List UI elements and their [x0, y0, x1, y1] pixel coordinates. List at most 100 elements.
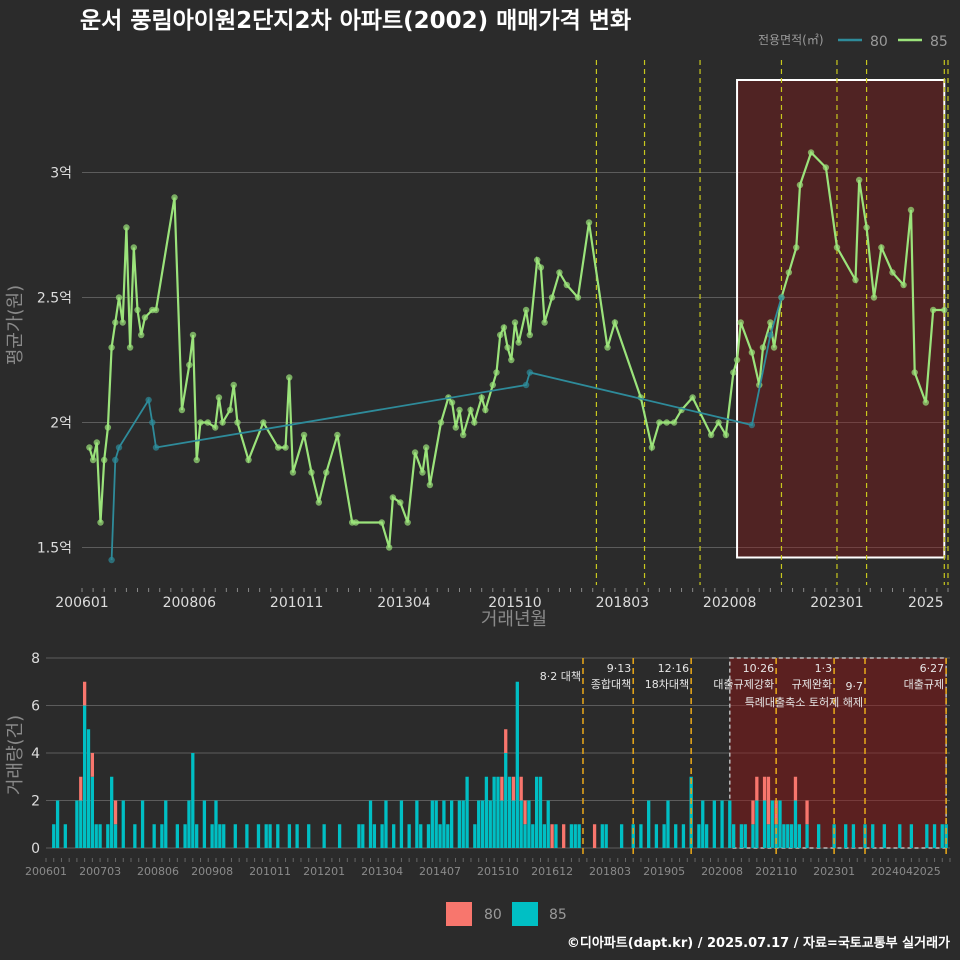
price-point-85 — [471, 419, 478, 426]
price-point-85 — [397, 499, 404, 506]
volume-bar-85 — [631, 824, 635, 848]
legend-bottom-swatch-85 — [512, 902, 538, 926]
price-point-85 — [352, 519, 360, 526]
price-point-85 — [152, 306, 160, 314]
volume-bar-85 — [728, 800, 732, 848]
footer-credit: ©디아파트(dapt.kr) / 2025.07.17 / 자료=국토교통부 실… — [567, 935, 950, 951]
policy-annotation: 특례대출축소 토허제 해제 — [745, 695, 863, 709]
volume-bar-85 — [202, 800, 207, 848]
price-point-85 — [334, 431, 341, 439]
volume-bar-85 — [222, 824, 226, 848]
price-point-85 — [300, 431, 308, 439]
price-point-85 — [411, 449, 419, 456]
policy-annotation: 6·27 — [920, 662, 945, 675]
volume-bar-85 — [604, 824, 608, 848]
volume-bar-85 — [461, 800, 465, 848]
volume-bar-85 — [944, 824, 948, 848]
volume-bar-85 — [295, 824, 299, 848]
price-point-85 — [467, 406, 474, 414]
price-point-85 — [452, 424, 459, 431]
volume-bar-80 — [511, 776, 516, 801]
volume-bar-85 — [743, 824, 747, 848]
volume-bar-80 — [592, 824, 597, 848]
volume-bar-85 — [793, 800, 798, 848]
top-x-tick-label: 200806 — [163, 595, 217, 611]
policy-annotation: 10·26 — [743, 662, 775, 675]
volume-bar-80 — [805, 800, 809, 825]
volume-bar-80 — [113, 800, 118, 825]
price-point-85 — [482, 406, 489, 414]
bottom-x-tick-label: 201201 — [303, 865, 345, 878]
legend-bottom: 80 85 — [446, 902, 567, 926]
legend-bottom-label-85: 85 — [549, 907, 567, 923]
price-point-80 — [767, 331, 774, 339]
price-point-80 — [149, 419, 156, 426]
volume-bar-85 — [647, 800, 651, 848]
price-point-85 — [563, 281, 571, 289]
legend-top: 전용면적(㎡) 80 85 — [758, 33, 948, 50]
price-point-85 — [770, 344, 778, 351]
volume-bar-85 — [492, 776, 496, 848]
volume-bar-80 — [90, 753, 95, 777]
price-point-85 — [126, 344, 134, 351]
price-point-85 — [389, 494, 397, 501]
price-point-85 — [426, 481, 434, 489]
price-point-85 — [737, 319, 744, 326]
policy-annotation: 9·13 — [607, 662, 632, 675]
volume-bar-85 — [113, 824, 118, 848]
volume-bar-85 — [534, 776, 539, 848]
volume-bar-85 — [527, 800, 531, 848]
price-point-85 — [785, 269, 793, 276]
price-point-85 — [219, 419, 226, 426]
volume-bar-85 — [426, 824, 431, 848]
bottom-x-tick-label: 200806 — [137, 865, 179, 878]
price-point-85 — [574, 294, 582, 301]
price-point-85 — [656, 419, 663, 426]
price-point-85 — [534, 256, 541, 264]
volume-bar-85 — [175, 824, 179, 848]
volume-bar-85 — [307, 824, 311, 848]
volume-bar-85 — [898, 824, 902, 848]
volume-bar-85 — [844, 824, 848, 848]
volume-bar-85 — [925, 824, 929, 848]
volume-bar-85 — [477, 800, 481, 848]
volume-bar-85 — [600, 824, 604, 848]
volume-bar-85 — [276, 824, 280, 848]
top-x-tick-label: 202301 — [810, 595, 863, 611]
price-point-85 — [663, 419, 670, 426]
price-point-85 — [585, 219, 593, 226]
price-point-85 — [833, 244, 841, 251]
price-point-85 — [108, 344, 115, 351]
top-x-axis-title: 거래년월 — [481, 609, 547, 630]
price-point-85 — [286, 374, 293, 381]
volume-bar-85 — [434, 800, 438, 848]
price-point-80 — [112, 456, 119, 464]
bottom-x-tick-label: 201304 — [361, 865, 403, 878]
volume-bar-85 — [384, 800, 388, 848]
price-point-85 — [315, 499, 323, 506]
volume-bar-85 — [407, 824, 411, 848]
price-point-85 — [134, 306, 141, 314]
price-point-85 — [212, 424, 219, 431]
volume-bar-85 — [94, 824, 98, 848]
volume-bar-85 — [739, 824, 744, 848]
volume-bar-85 — [287, 824, 292, 848]
price-point-85 — [141, 314, 149, 321]
volume-bar-85 — [789, 824, 794, 848]
bottom-x-tick-label: 200703 — [79, 865, 121, 878]
top-y-tick-label: 1.5억 — [37, 541, 72, 557]
volume-bar-85 — [164, 800, 168, 848]
volume-bar-85 — [110, 776, 114, 848]
volume-bar-80 — [500, 776, 504, 801]
top-x-tick-label: 202008 — [703, 595, 756, 611]
legend-top-label-85: 85 — [930, 34, 948, 50]
volume-bar-80 — [562, 824, 566, 848]
volume-bar-85 — [778, 800, 782, 848]
price-point-85 — [234, 419, 241, 426]
price-point-80 — [145, 396, 152, 404]
volume-bar-85 — [430, 800, 434, 848]
volume-bar-85 — [465, 776, 469, 848]
volume-bar-85 — [755, 800, 759, 848]
price-point-85 — [852, 276, 859, 284]
price-point-85 — [548, 294, 556, 301]
